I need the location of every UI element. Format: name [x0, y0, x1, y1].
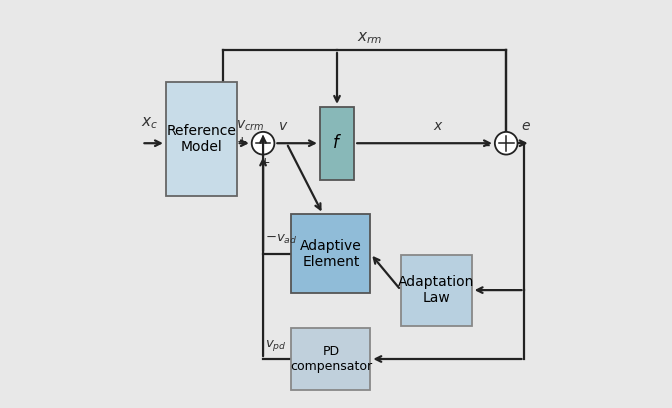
- Circle shape: [495, 132, 517, 155]
- Text: $-v_{ad}$: $-v_{ad}$: [265, 233, 298, 246]
- Text: +: +: [260, 156, 270, 169]
- Text: $v_{pd}$: $v_{pd}$: [265, 338, 287, 353]
- Text: -: -: [484, 138, 489, 153]
- Text: Adaptive
Element: Adaptive Element: [300, 239, 362, 269]
- Text: Adaptation
Law: Adaptation Law: [398, 275, 474, 305]
- FancyBboxPatch shape: [320, 107, 354, 180]
- FancyBboxPatch shape: [166, 82, 237, 196]
- Text: $e$: $e$: [521, 119, 531, 133]
- Text: Reference
Model: Reference Model: [167, 124, 236, 154]
- Text: $f$: $f$: [332, 134, 342, 152]
- Text: $x_c$: $x_c$: [142, 115, 159, 131]
- Text: $x$: $x$: [433, 119, 444, 133]
- Text: $v$: $v$: [278, 119, 288, 133]
- Text: $v_{crm}$: $v_{crm}$: [236, 119, 264, 133]
- Circle shape: [252, 132, 274, 155]
- FancyBboxPatch shape: [401, 255, 472, 326]
- Text: $x_{rm}$: $x_{rm}$: [358, 30, 382, 46]
- Text: +: +: [237, 135, 247, 148]
- FancyBboxPatch shape: [292, 214, 370, 293]
- Text: PD
compensator: PD compensator: [290, 345, 372, 373]
- FancyBboxPatch shape: [292, 328, 370, 390]
